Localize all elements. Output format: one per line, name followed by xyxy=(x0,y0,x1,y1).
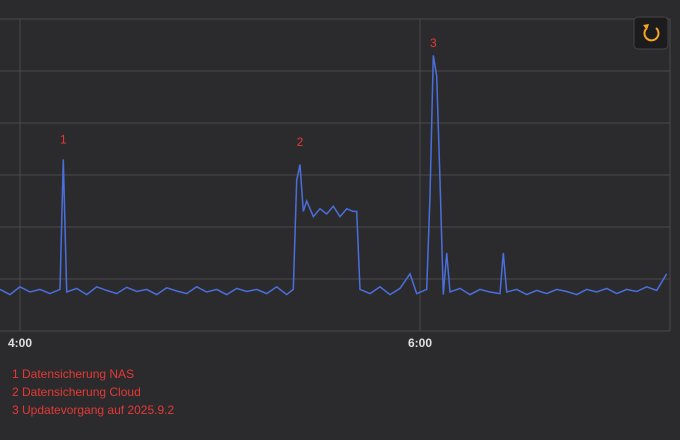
refresh-arrow[interactable] xyxy=(643,24,649,30)
data-line xyxy=(0,55,668,296)
note: 3 Updatevorgang auf 2025.9.2 xyxy=(12,403,174,417)
annotation: 3 xyxy=(430,36,437,50)
annotation: 1 xyxy=(60,132,67,146)
button-frame[interactable] xyxy=(633,16,669,50)
x-tick-label: 4:00 xyxy=(8,336,32,350)
note: 2 Datensicherung Cloud xyxy=(12,385,141,399)
refresh-icon[interactable] xyxy=(643,27,660,42)
refresh-button[interactable] xyxy=(633,16,669,50)
note: 1 Datensicherung NAS xyxy=(12,367,134,381)
x-tick-label: 6:00 xyxy=(408,336,432,350)
annotation: 2 xyxy=(297,135,304,149)
